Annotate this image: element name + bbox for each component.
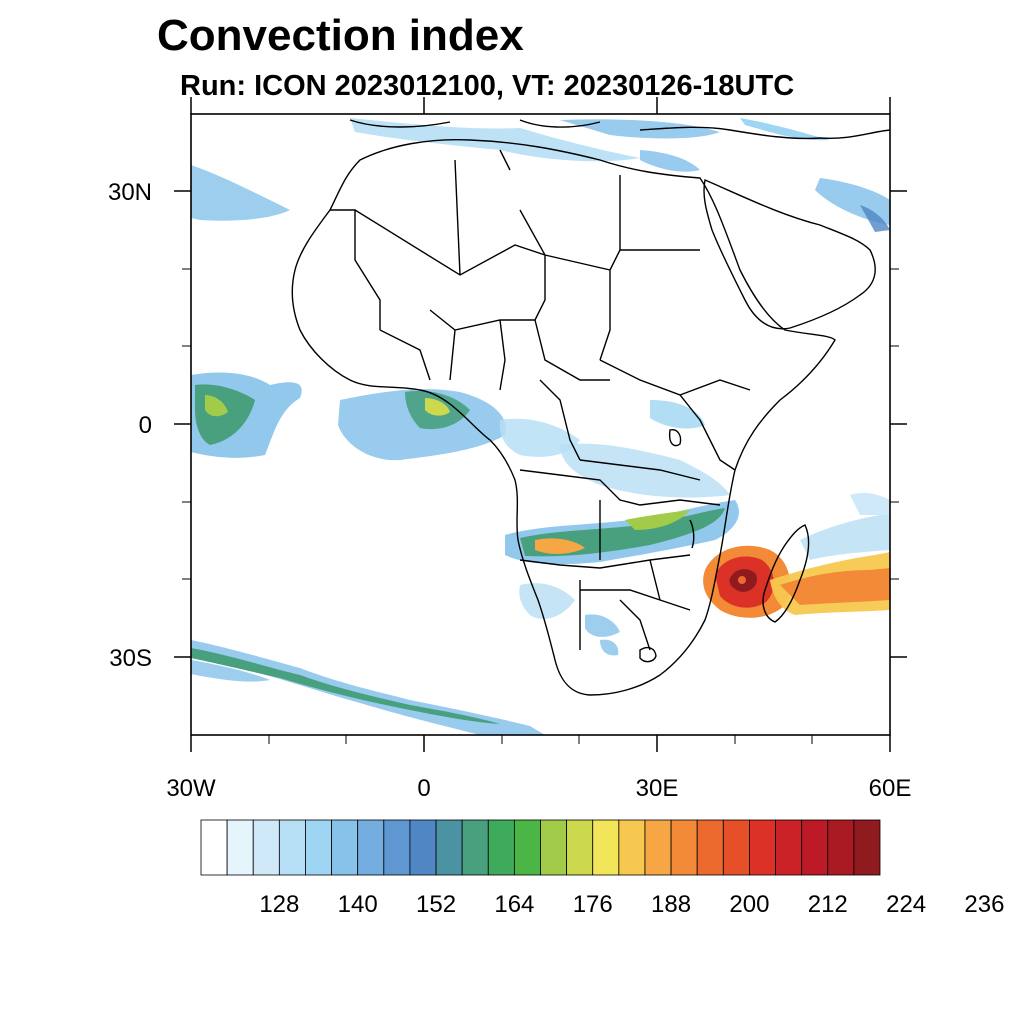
colorbar-box	[357, 819, 385, 876]
map-subtitle: Run: ICON 2023012100, VT: 20230126-18UTC	[180, 70, 795, 102]
colorbar-label: 188	[651, 891, 691, 918]
colorbar-box	[618, 819, 646, 876]
colorbar	[200, 819, 881, 876]
coastlines	[291, 119, 890, 696]
colorbar-box	[696, 819, 724, 876]
colorbar-label: 212	[808, 891, 848, 918]
colorbar-box	[331, 819, 359, 876]
colorbar-label: 200	[729, 891, 769, 918]
x-tick-label-60e: 60E	[869, 775, 912, 802]
axis-minor-ticks	[182, 268, 899, 744]
colorbar-box	[226, 819, 254, 876]
x-tick-label-0: 0	[417, 775, 430, 802]
colorbar-box	[566, 819, 594, 876]
colorbar-box	[670, 819, 698, 876]
colorbar-label: 140	[338, 891, 378, 918]
axis-ticks	[174, 97, 907, 752]
colorbar-box	[801, 819, 829, 876]
colorbar-box	[827, 819, 855, 876]
colorbar-box	[409, 819, 437, 876]
x-tick-label-30e: 30E	[636, 775, 679, 802]
colorbar-label: 176	[573, 891, 613, 918]
colorbar-label: 152	[416, 891, 456, 918]
x-tick-label-30w: 30W	[166, 775, 216, 802]
colorbar-box	[749, 819, 776, 876]
colorbar-label: 236	[964, 891, 1004, 918]
map-title: Convection index	[157, 11, 524, 60]
y-tick-label-30n: 30N	[108, 179, 152, 206]
convection-field	[191, 118, 890, 735]
colorbar-label: 164	[494, 891, 534, 918]
colorbar-box	[644, 819, 672, 876]
y-tick-label-30s: 30S	[109, 645, 152, 672]
colorbar-box	[540, 819, 568, 876]
y-tick-label-0: 0	[139, 412, 152, 439]
colorbar-box	[775, 819, 803, 876]
colorbar-box	[200, 819, 228, 876]
colorbar-box	[383, 819, 411, 876]
colorbar-labels: 128 140 152 164 176 188 200 212 224 236	[259, 891, 1004, 918]
colorbar-box	[853, 819, 881, 876]
colorbar-box	[305, 819, 332, 876]
colorbar-label: 128	[259, 891, 299, 918]
colorbar-box	[487, 819, 515, 876]
colorbar-box	[435, 819, 463, 876]
colorbar-box	[278, 819, 306, 876]
colorbar-box	[722, 819, 750, 876]
colorbar-label: 224	[886, 891, 926, 918]
colorbar-box	[252, 819, 280, 876]
colorbar-box	[592, 819, 620, 876]
colorbar-box	[513, 819, 541, 876]
colorbar-box	[461, 819, 489, 876]
